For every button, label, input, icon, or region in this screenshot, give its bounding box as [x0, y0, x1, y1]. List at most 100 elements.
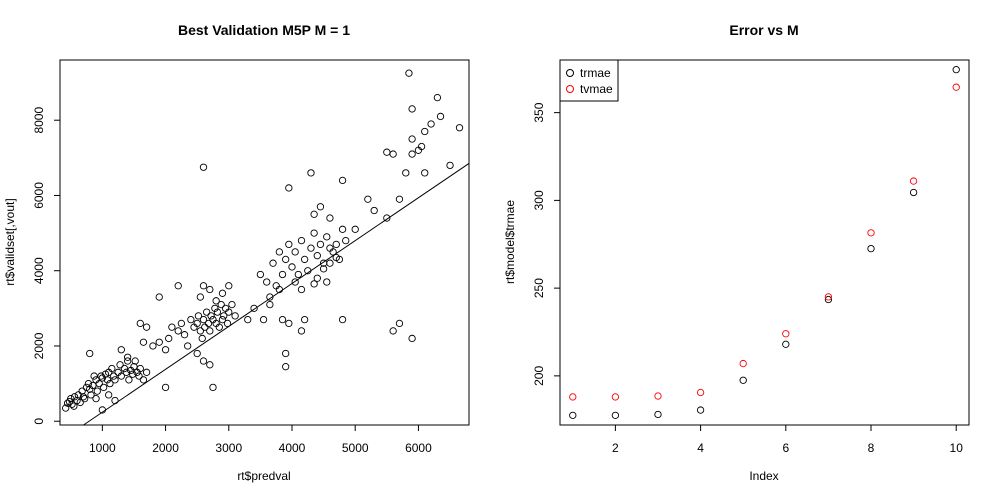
- data-point: [272, 282, 280, 290]
- point-trmae: [611, 411, 620, 419]
- data-point: [332, 240, 340, 249]
- data-point: [282, 349, 290, 358]
- data-point: [259, 315, 268, 324]
- data-point: [206, 361, 214, 369]
- point-tvmae: [782, 330, 790, 338]
- data-point: [70, 393, 79, 401]
- data-point: [70, 402, 78, 410]
- scatter-points: [62, 69, 464, 414]
- data-point: [161, 346, 170, 354]
- right-x-tick-label: 2: [612, 441, 619, 455]
- right-y-tick-label: 300: [532, 190, 546, 210]
- data-point: [92, 395, 100, 403]
- data-point: [433, 93, 442, 102]
- data-point: [193, 349, 201, 358]
- data-point: [180, 331, 189, 339]
- plot-frame-left: [59, 59, 470, 426]
- data-point: [193, 319, 201, 328]
- legend-box: [559, 59, 619, 102]
- data-point: [332, 253, 340, 262]
- error-points: [569, 66, 960, 419]
- data-point: [174, 282, 182, 290]
- data-point: [291, 278, 299, 286]
- left-x-tick-label: 1000: [89, 441, 116, 455]
- regression-line: [83, 162, 470, 426]
- data-point: [203, 308, 211, 316]
- data-point: [313, 274, 321, 282]
- data-point: [68, 400, 76, 408]
- data-point: [300, 315, 309, 324]
- data-point: [116, 361, 124, 369]
- data-point: [319, 265, 328, 273]
- left-x-tick-label: 2000: [152, 441, 179, 455]
- data-point: [87, 391, 95, 399]
- data-point: [184, 342, 192, 350]
- data-point: [338, 225, 347, 233]
- point-tvmae: [611, 393, 620, 401]
- data-point: [266, 300, 274, 309]
- data-point: [307, 169, 315, 177]
- data-point: [177, 319, 186, 328]
- data-point: [395, 195, 404, 203]
- point-tvmae: [952, 83, 960, 91]
- legend-marker-trmae: [566, 69, 574, 77]
- chart-title-left: Best Validation M5P M = 1: [178, 22, 350, 38]
- data-point: [316, 240, 325, 249]
- scatter-panel: Best Validation M5P M = 1 1000 2000 3000 40…: [3, 22, 470, 483]
- data-point: [74, 391, 82, 399]
- point-tvmae: [654, 392, 662, 400]
- data-point: [223, 319, 232, 328]
- data-point: [81, 395, 89, 403]
- data-point: [106, 379, 114, 388]
- data-point: [220, 312, 228, 320]
- data-point: [285, 184, 293, 192]
- left-y-tick-label: 8000: [32, 107, 46, 134]
- point-trmae: [569, 411, 577, 419]
- data-point: [263, 278, 271, 286]
- data-point: [111, 376, 119, 384]
- data-point: [338, 176, 347, 185]
- data-point: [86, 349, 94, 358]
- data-point: [383, 148, 391, 156]
- data-point: [225, 282, 233, 290]
- data-point: [282, 363, 290, 371]
- data-point: [310, 280, 318, 288]
- data-point: [123, 353, 132, 361]
- right-y-tick-label: 200: [532, 366, 546, 386]
- point-tvmae: [696, 388, 705, 397]
- x-axis-right: 2 4 6 8 10: [612, 425, 963, 455]
- data-point: [323, 233, 331, 241]
- chart-title-right: Error vs M: [729, 22, 798, 38]
- point-trmae: [867, 244, 875, 253]
- y-axis-right: 200 250 300 350: [532, 102, 560, 386]
- plot-frame-right: [559, 59, 970, 426]
- data-point: [326, 214, 334, 222]
- data-point: [256, 270, 265, 279]
- data-point: [446, 161, 454, 170]
- y-axis-left: 0 2000 4000 6000 8000: [32, 107, 60, 425]
- data-point: [97, 372, 105, 380]
- data-point: [395, 319, 404, 328]
- data-point: [291, 248, 299, 256]
- data-point: [206, 327, 214, 335]
- data-point: [131, 357, 139, 365]
- point-tvmae: [569, 393, 577, 401]
- data-point: [199, 315, 208, 324]
- data-point: [278, 270, 287, 279]
- data-point: [149, 342, 157, 350]
- data-point: [93, 387, 101, 395]
- data-point: [455, 124, 464, 132]
- y-axis-label-right: rt$model$trmae: [503, 200, 517, 284]
- right-x-tick-label: 10: [950, 441, 964, 455]
- data-point: [218, 289, 227, 297]
- data-point: [103, 376, 112, 384]
- data-point: [338, 315, 347, 324]
- data-point: [199, 357, 208, 365]
- data-point: [313, 252, 321, 260]
- point-trmae: [952, 66, 960, 74]
- data-point: [125, 376, 133, 384]
- data-point: [199, 282, 208, 290]
- data-point: [117, 372, 125, 380]
- data-point: [139, 376, 148, 384]
- data-point: [198, 334, 206, 343]
